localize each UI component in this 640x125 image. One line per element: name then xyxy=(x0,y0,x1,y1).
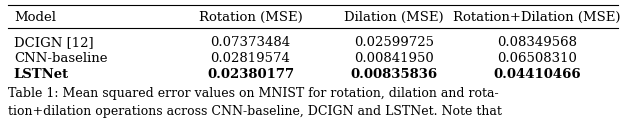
Text: Table 1: Mean squared error values on MNIST for rotation, dilation and rota-: Table 1: Mean squared error values on MN… xyxy=(8,86,499,100)
Text: 0.00835836: 0.00835836 xyxy=(350,68,437,81)
Text: 0.04410466: 0.04410466 xyxy=(493,68,581,81)
Text: 0.02380177: 0.02380177 xyxy=(207,68,294,81)
Text: 0.07373484: 0.07373484 xyxy=(211,36,291,50)
Text: tion+dilation operations across CNN-baseline, DCIGN and LSTNet. Note that: tion+dilation operations across CNN-base… xyxy=(8,105,502,118)
Text: LSTNet: LSTNet xyxy=(14,68,69,81)
Text: Rotation (MSE): Rotation (MSE) xyxy=(198,11,303,24)
Text: Dilation (MSE): Dilation (MSE) xyxy=(344,11,444,24)
Text: 0.08349568: 0.08349568 xyxy=(497,36,577,50)
Text: CNN-baseline: CNN-baseline xyxy=(14,52,108,65)
Text: 0.00841950: 0.00841950 xyxy=(354,52,434,65)
Text: DCIGN [12]: DCIGN [12] xyxy=(14,36,93,50)
Text: 0.06508310: 0.06508310 xyxy=(497,52,577,65)
Text: Model: Model xyxy=(14,11,56,24)
Text: Rotation+Dilation (MSE): Rotation+Dilation (MSE) xyxy=(453,11,621,24)
Text: 0.02819574: 0.02819574 xyxy=(211,52,291,65)
Text: 0.02599725: 0.02599725 xyxy=(354,36,434,50)
